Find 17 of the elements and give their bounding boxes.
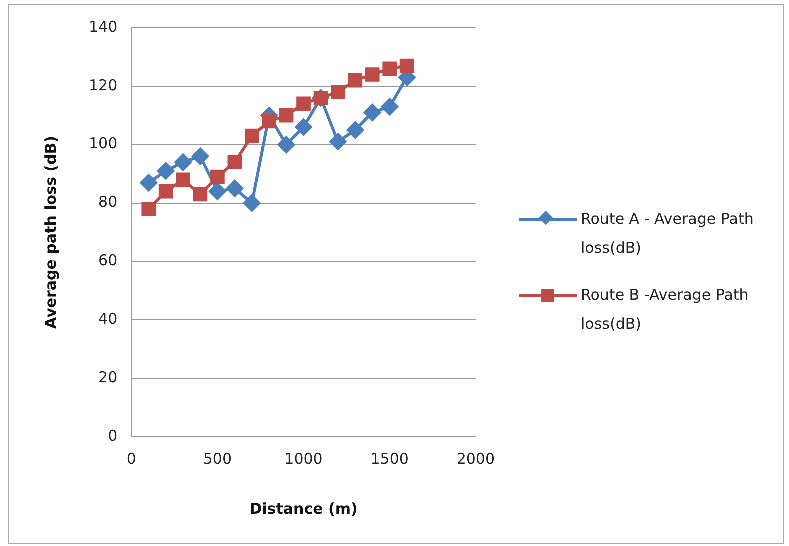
x-tick-label: 500 (203, 450, 232, 468)
y-tick-label: 80 (98, 193, 118, 212)
x-tick-label: 2000 (456, 450, 496, 468)
x-tick-label: 1000 (284, 450, 323, 468)
x-tick-label: 1500 (370, 450, 409, 468)
y-tick-label: 140 (88, 18, 118, 36)
y-tick-label: 20 (98, 368, 118, 386)
y-tick-label: 0 (108, 426, 118, 445)
y-tick-label: 100 (88, 134, 118, 153)
y-tick-label: 120 (88, 76, 118, 94)
x-tick-label: 0 (126, 450, 136, 468)
x-axis-title: Distance (m) (250, 500, 358, 518)
legend-label: Route B -Average Path loss(dB) (581, 285, 750, 335)
y-axis-title: Average path loss (dB) (42, 136, 60, 330)
y-tick-label: 40 (98, 310, 118, 328)
legend-label: Route A - Average Path loss(dB) (581, 209, 755, 259)
y-tick-label: 60 (98, 252, 118, 270)
